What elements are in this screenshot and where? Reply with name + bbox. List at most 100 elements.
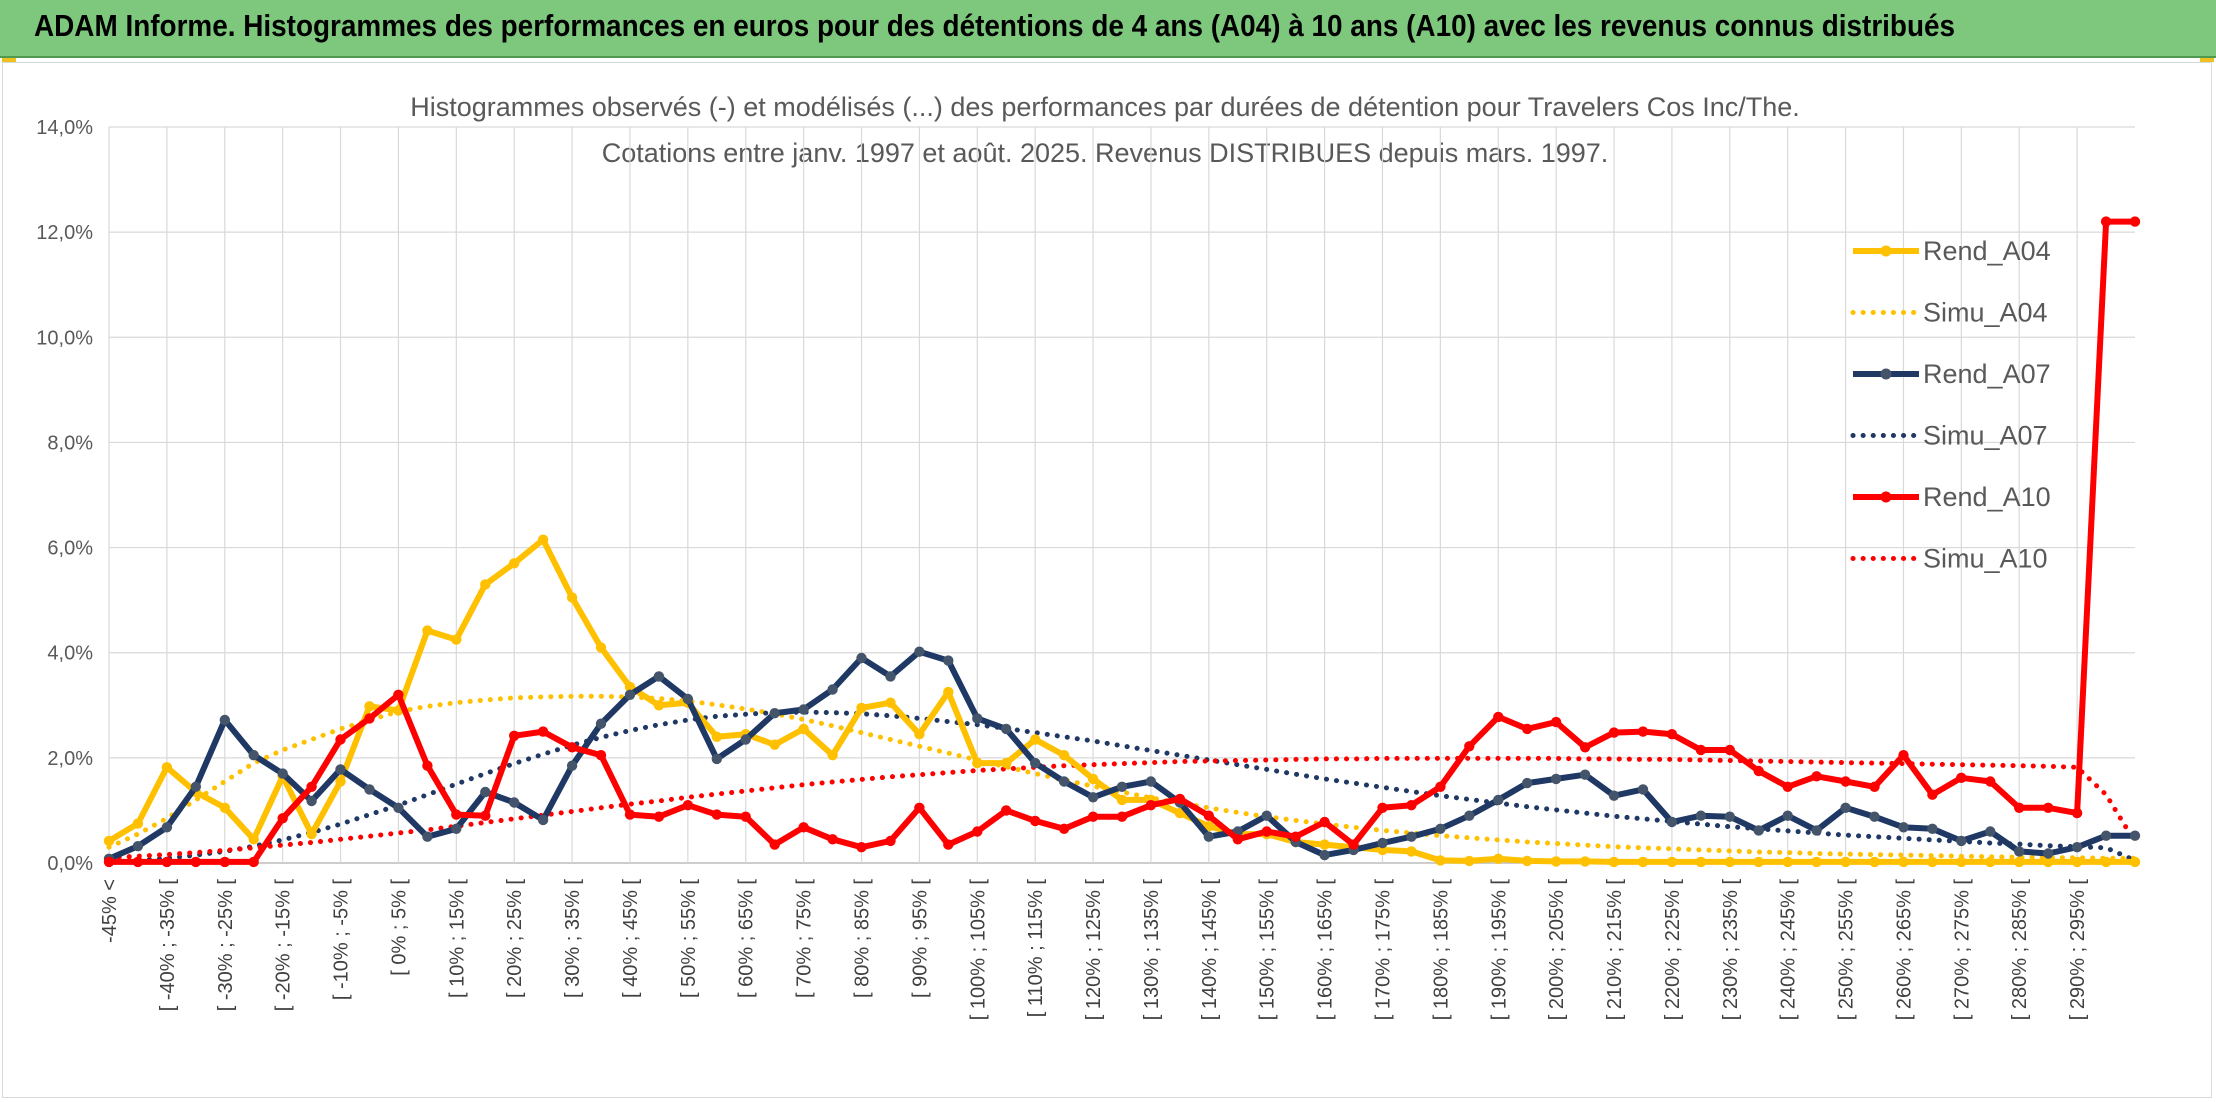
x-tick-label: [ 220% ; 225% [: [1662, 879, 1684, 1021]
data-point: [132, 856, 144, 868]
data-point: [1898, 856, 1909, 868]
data-point: [1666, 816, 1678, 828]
x-tick-label: [ 40% ; 45% [: [620, 879, 642, 998]
data-point: [1493, 794, 1504, 806]
data-point: [1058, 750, 1070, 761]
data-point: [451, 809, 462, 820]
data-point: [653, 671, 665, 682]
data-point: [943, 655, 954, 666]
data-point: [740, 811, 751, 822]
x-tick-label: [ 140% ; 145% [: [1199, 879, 1221, 1021]
data-point: [1608, 790, 1620, 801]
data-point: [2071, 856, 2083, 868]
data-point: [682, 693, 694, 705]
data-point: [1811, 771, 1822, 782]
x-tick-label: [ 200% ; 205% [: [1546, 879, 1568, 1021]
data-point: [1493, 853, 1504, 864]
data-point: [364, 713, 375, 724]
data-point: [2071, 842, 2083, 853]
x-tick-label: [ 50% ; 55% [: [678, 879, 700, 998]
data-point: [422, 625, 433, 636]
data-point: [1898, 822, 1909, 833]
vertical-gridlines: [108, 127, 2078, 863]
data-point: [306, 795, 317, 807]
data-point: [1203, 810, 1215, 821]
data-point: [1290, 831, 1301, 842]
data-point: [1116, 794, 1128, 806]
y-tick-label: 4,0%: [47, 643, 93, 665]
x-axis-tick-labels: -45% < [ -40% ; -35% [[ -30% ; -25% [[ -2…: [99, 879, 2089, 1021]
data-point: [769, 839, 780, 850]
data-point: [480, 810, 491, 821]
x-tick-label: [ 10% ; 15% [: [446, 879, 468, 998]
data-point: [306, 828, 317, 840]
data-point: [1550, 773, 1562, 785]
data-point: [1522, 777, 1533, 789]
y-tick-label: 6,0%: [47, 538, 93, 560]
data-point: [2129, 216, 2141, 227]
data-point: [1956, 856, 1967, 868]
legend-item: Simu_A04: [1850, 298, 2048, 328]
data-point: [161, 822, 173, 833]
series-layer: [103, 216, 2141, 868]
data-point: [1579, 742, 1591, 753]
data-point: [711, 753, 722, 765]
y-axis-tick-labels: 0,0% 2,0% 4,0% 6,0% 8,0% 10,0% 12,0% 14,0%: [36, 117, 93, 875]
data-point: [480, 786, 491, 798]
data-point: [1840, 776, 1851, 787]
data-point: [537, 534, 549, 545]
data-point: [914, 802, 925, 813]
data-point: [1464, 810, 1475, 821]
data-point: [1695, 856, 1707, 868]
data-point: [1985, 826, 1996, 837]
corner-marker-left: [2, 58, 16, 62]
data-point: [2071, 807, 2083, 819]
data-point: [1608, 727, 1620, 738]
series-Simu_A07: [106, 709, 2138, 865]
data-point: [1637, 784, 1649, 795]
data-point: [2043, 802, 2054, 813]
data-point: [1840, 856, 1851, 868]
data-point: [1087, 811, 1099, 822]
x-tick-label: [ 20% ; 25% [: [504, 879, 526, 998]
data-point: [1550, 856, 1562, 867]
legend-item: Simu_A10: [1850, 544, 2048, 574]
legend-label: Rend_A07: [1923, 359, 2051, 389]
data-point: [537, 814, 549, 826]
y-tick-label: 8,0%: [47, 432, 93, 454]
legend-label: Rend_A04: [1923, 236, 2051, 266]
data-point: [1753, 825, 1764, 836]
data-point: [1753, 856, 1764, 868]
x-tick-label: [ 170% ; 175% [: [1372, 879, 1394, 1021]
x-tick-label: [ 280% ; 285% [: [2009, 879, 2031, 1021]
data-point: [1666, 729, 1678, 740]
legend-label: Simu_A04: [1923, 298, 2048, 328]
data-point: [1608, 856, 1620, 868]
data-point: [103, 856, 115, 868]
report-header: ADAM Informe. Histogrammes des performan…: [0, 0, 2216, 58]
y-tick-label: 0,0%: [47, 853, 93, 875]
data-point: [1435, 823, 1446, 834]
data-point: [1261, 810, 1272, 821]
x-tick-label: [ 80% ; 85% [: [852, 879, 874, 998]
data-point: [277, 768, 288, 779]
x-tick-label: [ 30% ; 35% [: [562, 879, 584, 998]
data-point: [364, 784, 375, 795]
data-point: [1377, 837, 1388, 849]
data-point: [1522, 723, 1533, 735]
data-point: [393, 689, 404, 700]
data-point: [624, 689, 636, 700]
data-point: [1174, 793, 1186, 805]
data-point: [422, 831, 433, 842]
data-point: [161, 856, 173, 868]
data-point: [1406, 800, 1417, 811]
series-Rend_A10: [103, 216, 2141, 868]
data-point: [2129, 856, 2141, 868]
data-point: [1348, 839, 1359, 850]
data-point: [682, 800, 694, 811]
data-point: [219, 802, 230, 813]
data-point: [856, 842, 867, 853]
data-point: [190, 856, 201, 868]
x-tick-label: [ 150% ; 155% [: [1257, 879, 1279, 1021]
series-line: [106, 755, 2138, 861]
